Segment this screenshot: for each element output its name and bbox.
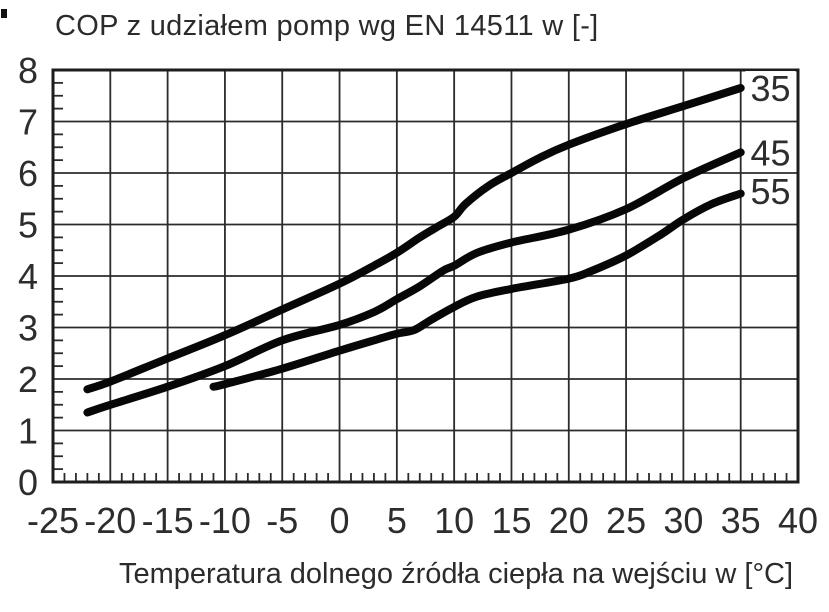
y-tick-label: 2: [18, 359, 38, 400]
x-tick-label: -15: [142, 500, 194, 541]
y-tick-label: 7: [18, 102, 38, 143]
series-label-55: 55: [750, 171, 790, 212]
series-label-35: 35: [750, 68, 790, 109]
x-tick-label: -20: [84, 500, 136, 541]
scan-artifact: [1, 9, 7, 18]
plot-frame: [51, 68, 800, 484]
x-tick-label: 30: [663, 500, 703, 541]
x-tick-label: 20: [549, 500, 589, 541]
y-tick-label: 3: [18, 308, 38, 349]
series-label-45: 45: [750, 132, 790, 173]
x-tick-label: -10: [199, 500, 251, 541]
y-tick-label: 6: [18, 153, 38, 194]
x-tick-label: 35: [721, 500, 761, 541]
y-tick-label: 5: [18, 205, 38, 246]
series-label-bg-55: [745, 174, 796, 209]
curve-35: [83, 84, 745, 394]
chart-title: COP z udziałem pomp wg EN 14511 w [-]: [55, 10, 599, 42]
series-label-bg-45: [745, 135, 796, 170]
series-label-bg-35: [745, 71, 796, 106]
x-tick-label: -5: [266, 500, 298, 541]
x-tick-label: 40: [778, 500, 818, 541]
x-tick-label: 5: [387, 500, 407, 541]
y-tick-label: 1: [18, 411, 38, 452]
x-tick-label: 10: [434, 500, 474, 541]
curve-55: [209, 189, 745, 391]
y-tick-label: 4: [18, 256, 38, 297]
y-tick-label: 0: [18, 462, 38, 503]
x-tick-label: -25: [27, 500, 79, 541]
x-tick-label: 0: [330, 500, 350, 541]
x-axis-title: Temperatura dolnego źródła ciepła na wej…: [118, 558, 794, 590]
x-tick-label: 15: [491, 500, 531, 541]
y-tick-label: 8: [18, 50, 38, 91]
curve-45: [83, 148, 745, 417]
x-tick-label: 25: [606, 500, 646, 541]
